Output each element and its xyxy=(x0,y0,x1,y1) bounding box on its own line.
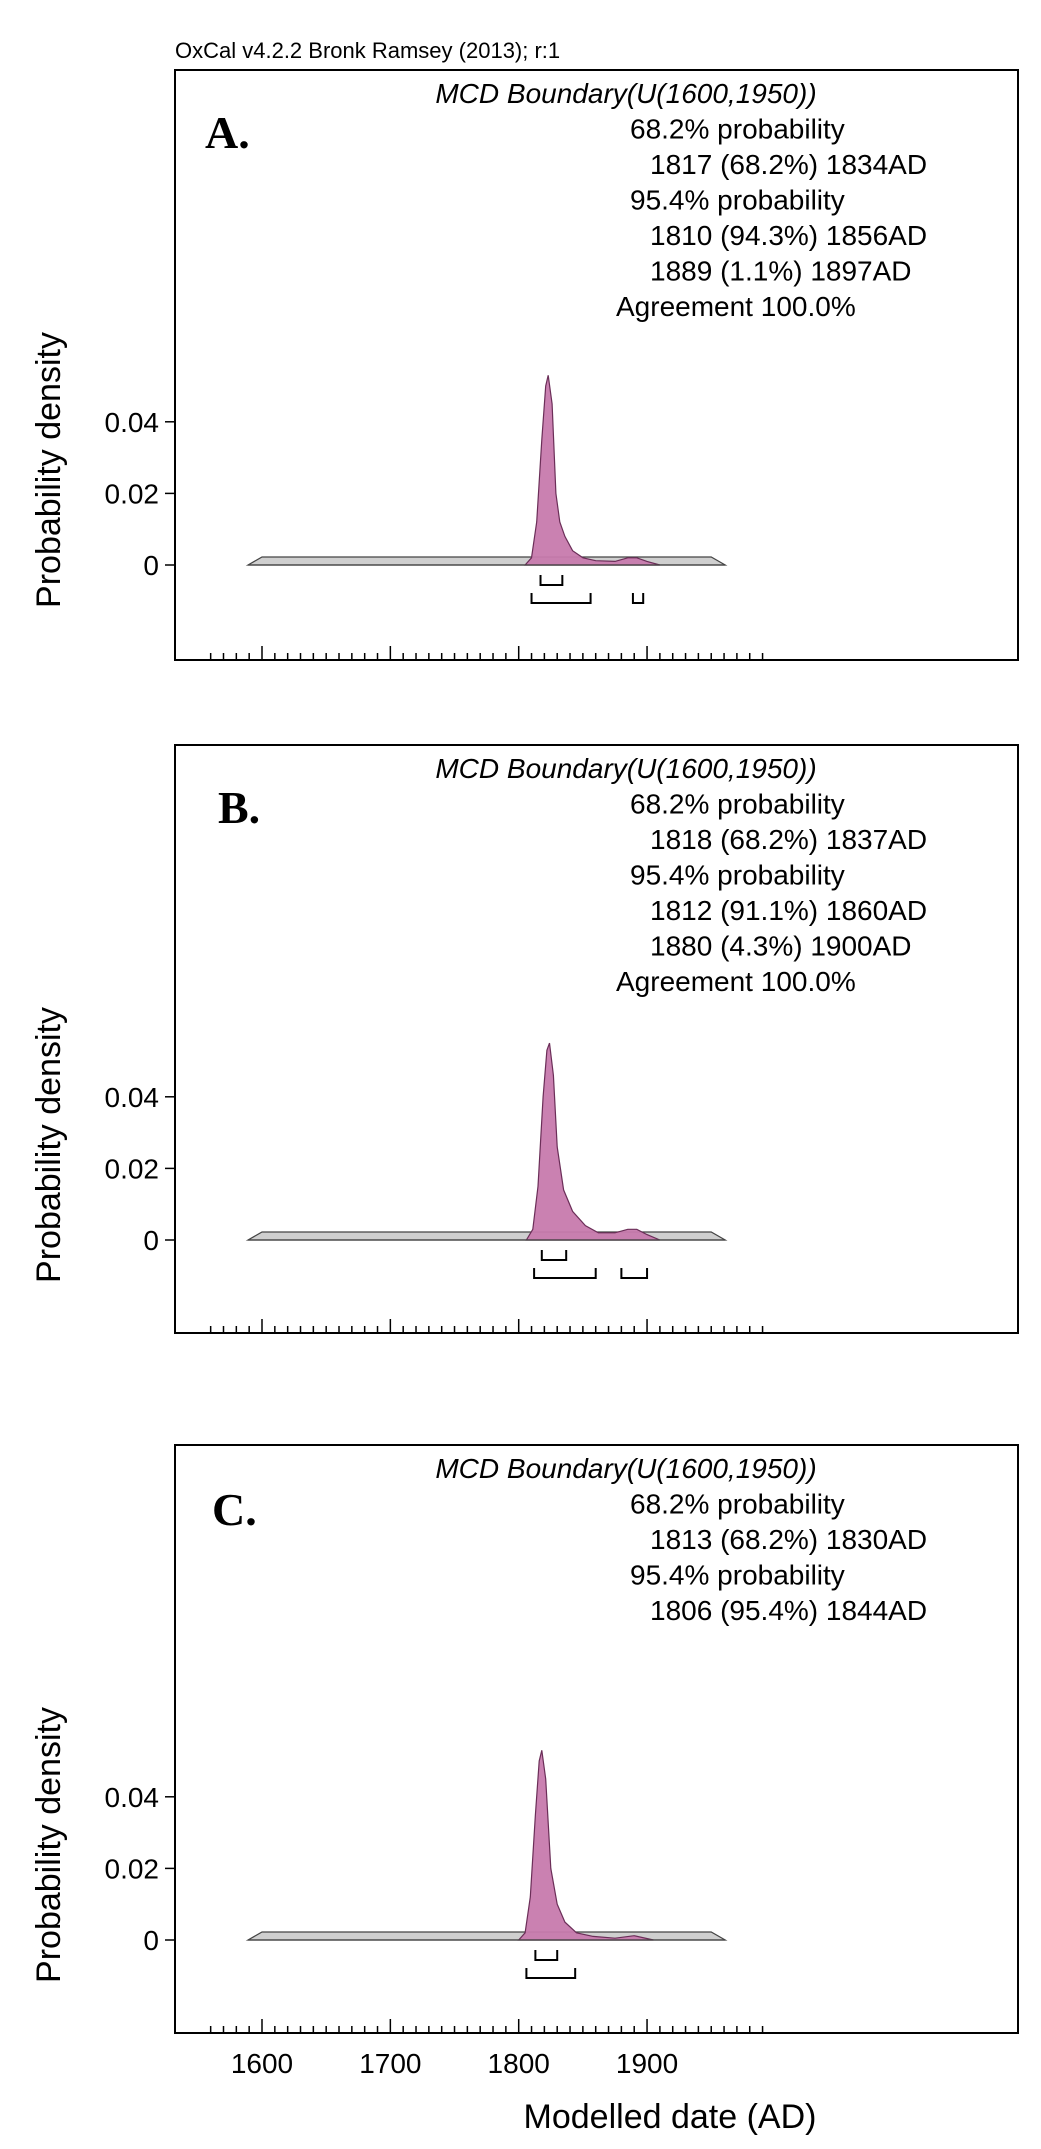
annotation-line: 1813 (68.2%) 1830AD xyxy=(650,1524,927,1555)
panel-letter: A. xyxy=(205,107,250,158)
model-title: MCD Boundary(U(1600,1950)) xyxy=(435,1453,816,1484)
y-tick-label: 0.04 xyxy=(105,1782,160,1813)
y-tick-label: 0.02 xyxy=(105,1853,160,1884)
y-tick-label: 0.04 xyxy=(105,407,160,438)
annotation-line: 1818 (68.2%) 1837AD xyxy=(650,824,927,855)
y-axis-label: Probability density xyxy=(30,332,68,608)
annotation-line: 1880 (4.3%) 1900AD xyxy=(650,931,912,962)
range-95-bracket xyxy=(631,593,645,604)
annotation-line: 95.4% probability xyxy=(630,860,845,891)
prior-distribution xyxy=(245,1931,728,1941)
model-title: MCD Boundary(U(1600,1950)) xyxy=(435,78,816,109)
x-axis-label: Modelled date (AD) xyxy=(524,2098,817,2136)
annotation-line: Agreement 100.0% xyxy=(616,291,856,322)
annotation-line: 95.4% probability xyxy=(630,185,845,216)
y-tick-label: 0.02 xyxy=(105,1153,160,1184)
annotation-line: 68.2% probability xyxy=(630,114,845,145)
model-title: MCD Boundary(U(1600,1950)) xyxy=(435,753,816,784)
panel-c: C. MCD Boundary(U(1600,1950)) 68.2% probab… xyxy=(30,1444,1019,2079)
annotation-line: 68.2% probability xyxy=(630,789,845,820)
y-axis-label: Probability density xyxy=(30,1707,68,1983)
range-68-bracket xyxy=(534,1950,559,1961)
panel-letter: C. xyxy=(212,1484,257,1535)
posterior-distribution xyxy=(523,375,661,566)
range-68-bracket xyxy=(539,575,564,586)
range-95-bracket xyxy=(533,1268,597,1279)
y-tick-label: 0.04 xyxy=(105,1082,160,1113)
range-95-bracket xyxy=(620,1268,649,1279)
panel-letter: B. xyxy=(218,782,260,833)
posterior-distribution xyxy=(525,1042,661,1241)
annotation-line: Agreement 100.0% xyxy=(616,966,856,997)
y-tick-label: 0.02 xyxy=(105,478,160,509)
x-tick-label: 1600 xyxy=(231,2048,293,2079)
x-tick-label: 1800 xyxy=(488,2048,550,2079)
annotation-line: 95.4% probability xyxy=(630,1560,845,1591)
annotation-line: 1817 (68.2%) 1834AD xyxy=(650,149,927,180)
y-tick-label: 0 xyxy=(143,1225,159,1256)
panel-frame xyxy=(174,1444,1019,2034)
y-tick-label: 0 xyxy=(143,1925,159,1956)
annotation-line: 68.2% probability xyxy=(630,1489,845,1520)
x-tick-label: 1700 xyxy=(359,2048,421,2079)
panel-a: A. MCD Boundary(U(1600,1950)) 68.2% probab… xyxy=(30,69,1019,661)
range-68-bracket xyxy=(540,1250,568,1261)
range-95-bracket xyxy=(530,593,592,604)
panel-frame xyxy=(174,69,1019,661)
y-tick-label: 0 xyxy=(143,550,159,581)
annotation-line: 1812 (91.1%) 1860AD xyxy=(650,895,927,926)
annotation-line: 1806 (95.4%) 1844AD xyxy=(650,1595,927,1626)
annotation-line: 1810 (94.3%) 1856AD xyxy=(650,220,927,251)
header-text: OxCal v4.2.2 Bronk Ramsey (2013); r:1 xyxy=(175,38,560,63)
annotation-line: 1889 (1.1%) 1897AD xyxy=(650,256,912,287)
panel-frame xyxy=(174,744,1019,1334)
y-axis-label: Probability density xyxy=(30,1007,68,1283)
posterior-distribution xyxy=(517,1750,654,1941)
range-95-bracket xyxy=(525,1968,577,1979)
x-tick-label: 1900 xyxy=(616,2048,678,2079)
panel-b: B. MCD Boundary(U(1600,1950)) 68.2% probab… xyxy=(30,744,1019,1334)
